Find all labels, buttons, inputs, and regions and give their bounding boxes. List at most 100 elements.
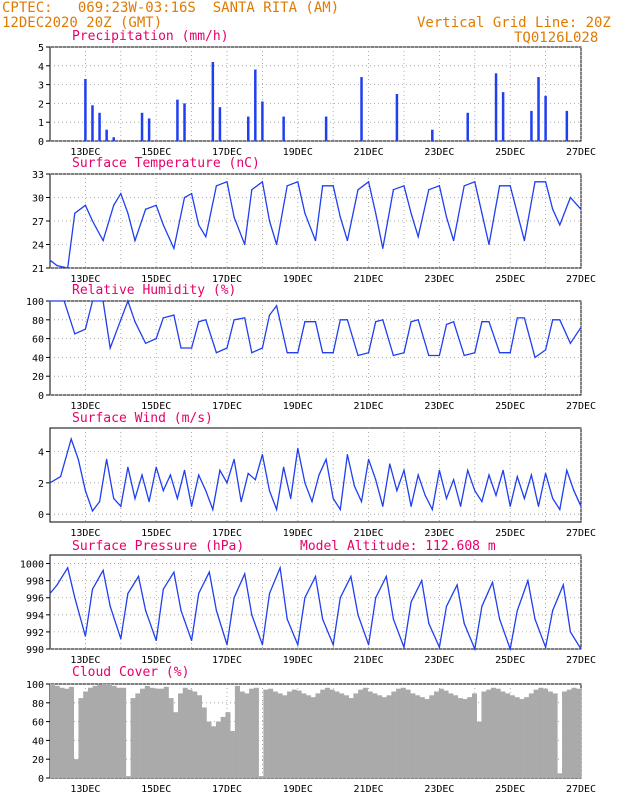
data-point bbox=[321, 352, 324, 354]
data-point bbox=[261, 454, 263, 456]
cloud-bar bbox=[509, 695, 515, 778]
cloud-bar bbox=[173, 712, 179, 778]
data-point bbox=[297, 181, 299, 183]
data-point bbox=[545, 349, 547, 351]
y-tick-label: 1 bbox=[38, 118, 44, 129]
cloud-bar bbox=[92, 685, 98, 778]
data-point bbox=[205, 319, 207, 321]
cloud-bar bbox=[163, 686, 169, 778]
cloud-bar bbox=[457, 698, 463, 778]
precip-bar bbox=[395, 94, 399, 141]
precip-bar bbox=[324, 116, 328, 141]
cloud-bar bbox=[130, 698, 136, 778]
cloud-bar bbox=[505, 693, 511, 778]
data-point bbox=[109, 347, 111, 349]
cloud-bar bbox=[106, 684, 112, 778]
data-point bbox=[144, 342, 147, 344]
cloud-bar bbox=[291, 689, 297, 778]
cloud-bar bbox=[400, 687, 406, 778]
data-point bbox=[251, 614, 253, 616]
data-point bbox=[552, 609, 554, 612]
cloud-bar bbox=[524, 697, 530, 778]
cloud-bar bbox=[562, 691, 568, 778]
data-point bbox=[304, 482, 306, 484]
x-tick-label: 15DEC bbox=[141, 274, 171, 285]
data-point bbox=[424, 494, 426, 496]
data-point bbox=[523, 497, 525, 500]
cloud-bar bbox=[182, 687, 188, 778]
panel-title-6: Cloud Cover (%) bbox=[72, 665, 189, 680]
data-point bbox=[91, 588, 94, 590]
cloud-bar bbox=[471, 693, 477, 778]
y-tick-label: 992 bbox=[26, 628, 44, 639]
data-point bbox=[240, 501, 242, 503]
data-point bbox=[368, 644, 370, 646]
x-tick-label: 21DEC bbox=[354, 655, 384, 666]
data-point bbox=[392, 618, 394, 620]
panel-title-5: Surface Pressure (hPa) bbox=[72, 539, 244, 554]
data-point bbox=[162, 317, 164, 319]
data-point bbox=[290, 497, 292, 500]
precip-bar bbox=[254, 69, 257, 141]
data-point bbox=[155, 204, 157, 206]
cloud-bar bbox=[168, 698, 174, 778]
data-point bbox=[537, 505, 540, 507]
data-point bbox=[452, 321, 455, 323]
data-point bbox=[580, 208, 582, 210]
data-point bbox=[321, 618, 324, 620]
data-point bbox=[56, 584, 58, 586]
y-tick-label: 4 bbox=[38, 448, 44, 459]
data-point bbox=[297, 352, 299, 354]
cloud-bar bbox=[405, 689, 411, 778]
data-point bbox=[474, 490, 476, 492]
data-point bbox=[74, 212, 76, 214]
data-point bbox=[321, 185, 324, 187]
data-point bbox=[314, 575, 317, 577]
precip-bar bbox=[112, 137, 115, 141]
y-tick-label: 30 bbox=[32, 194, 44, 205]
x-tick-label: 25DEC bbox=[495, 528, 525, 539]
data-point bbox=[183, 469, 186, 471]
data-point bbox=[438, 646, 440, 648]
cloud-bar bbox=[68, 686, 75, 778]
data-point bbox=[481, 605, 483, 607]
precip-bar bbox=[147, 118, 151, 141]
x-tick-label: 21DEC bbox=[354, 784, 384, 795]
cloud-bar bbox=[476, 721, 482, 778]
data-point bbox=[339, 597, 341, 599]
cloud-bar bbox=[187, 689, 193, 778]
cloud-bar bbox=[73, 759, 79, 778]
cloud-bar bbox=[362, 687, 368, 778]
data-point bbox=[127, 466, 129, 468]
y-tick-label: 0 bbox=[38, 391, 44, 402]
data-point bbox=[60, 475, 62, 478]
y-tick-label: 100 bbox=[26, 297, 44, 308]
data-point bbox=[339, 319, 341, 321]
data-point bbox=[346, 454, 348, 456]
series-line-5 bbox=[49, 565, 582, 652]
data-point bbox=[215, 352, 217, 354]
cloud-bar bbox=[576, 688, 582, 778]
data-point bbox=[141, 474, 143, 476]
precip-bar bbox=[282, 116, 285, 141]
data-point bbox=[552, 497, 554, 500]
precip-bar bbox=[544, 95, 547, 141]
cloud-bar bbox=[557, 773, 563, 778]
x-tick-label: 23DEC bbox=[424, 274, 454, 285]
data-point bbox=[297, 447, 299, 449]
data-point bbox=[275, 305, 278, 307]
data-point bbox=[268, 314, 271, 316]
data-point bbox=[127, 212, 129, 214]
x-tick-label: 13DEC bbox=[70, 147, 100, 158]
x-tick-label: 23DEC bbox=[424, 655, 454, 666]
cloud-bar bbox=[547, 691, 553, 778]
cloud-bar bbox=[514, 697, 520, 778]
cloud-bar bbox=[571, 687, 577, 778]
x-tick-label: 27DEC bbox=[566, 655, 596, 666]
x-tick-label: 21DEC bbox=[354, 401, 384, 412]
data-point bbox=[509, 648, 511, 650]
data-point bbox=[74, 333, 76, 335]
data-point bbox=[452, 479, 455, 481]
x-tick-label: 15DEC bbox=[141, 655, 171, 666]
cloud-bar bbox=[121, 687, 127, 778]
